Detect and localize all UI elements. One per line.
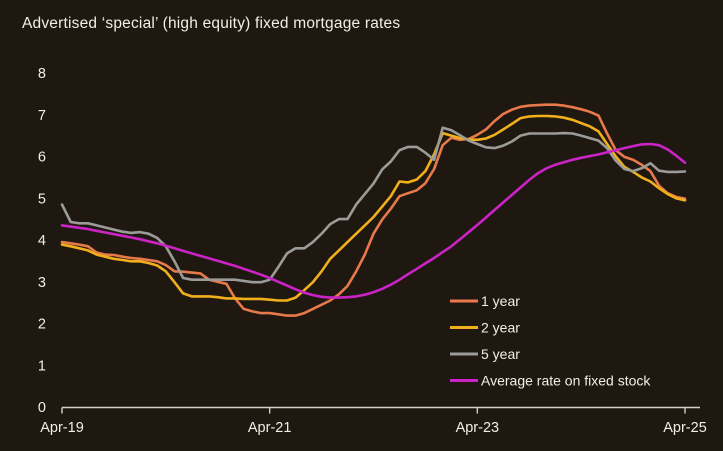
y-axis-tick-label: 4: [38, 233, 46, 249]
legend-label-average-rate-on-fixed-stock: Average rate on fixed stock: [481, 373, 651, 389]
chart-title: Advertised ‘special’ (high equity) fixed…: [22, 15, 401, 32]
y-axis-tick-label: 7: [38, 108, 46, 124]
series-line-average-rate-on-fixed-stock: [60, 142, 687, 299]
y-axis-tick-label: 0: [38, 400, 46, 416]
y-axis-tick-label: 1: [38, 358, 46, 374]
y-axis-tick-label: 2: [38, 317, 46, 333]
legend-label-5-year: 5 year: [481, 346, 520, 362]
x-axis-tick-label: Apr-23: [456, 420, 500, 436]
y-axis-tick-label: 6: [38, 150, 46, 166]
legend-label-2-year: 2 year: [481, 320, 520, 336]
series-line-2-year: [60, 114, 687, 302]
y-axis-tick-label: 3: [38, 275, 46, 291]
x-axis-tick-label: Apr-25: [663, 420, 707, 436]
legend-label-1-year: 1 year: [481, 293, 520, 309]
y-axis-tick-label: 5: [38, 191, 46, 207]
series-line-5-year: [60, 126, 687, 284]
x-axis-tick-label: Apr-21: [248, 420, 292, 436]
y-axis-tick-label: 8: [38, 66, 46, 82]
series-line-1-year: [60, 103, 687, 317]
x-axis-tick-label: Apr-19: [40, 420, 84, 436]
